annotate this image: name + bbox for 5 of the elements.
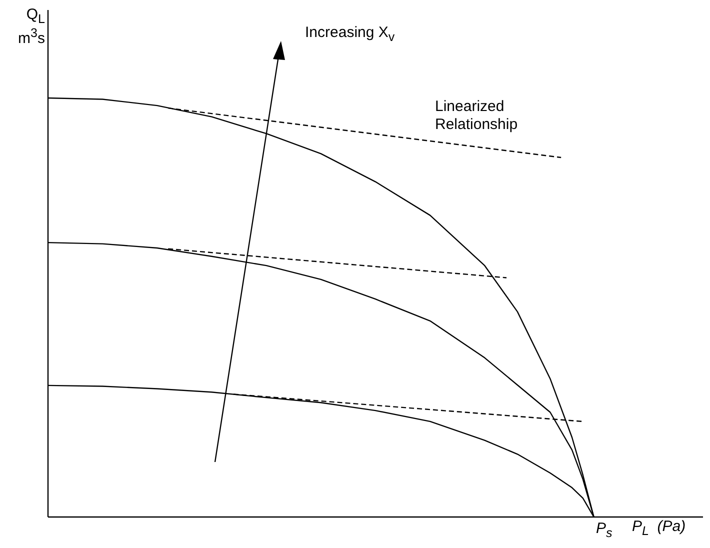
- x-axis-title: P$_{L}$ (Pa): [632, 518, 686, 538]
- text: Increasing X$_{v}$: [305, 24, 396, 46]
- text: P$_{s}$: [596, 520, 612, 540]
- annotation: Linearized Relationship: [435, 98, 519, 134]
- y-axis-title: Q$_{L}$ m$^{3}$s: [17, 6, 45, 47]
